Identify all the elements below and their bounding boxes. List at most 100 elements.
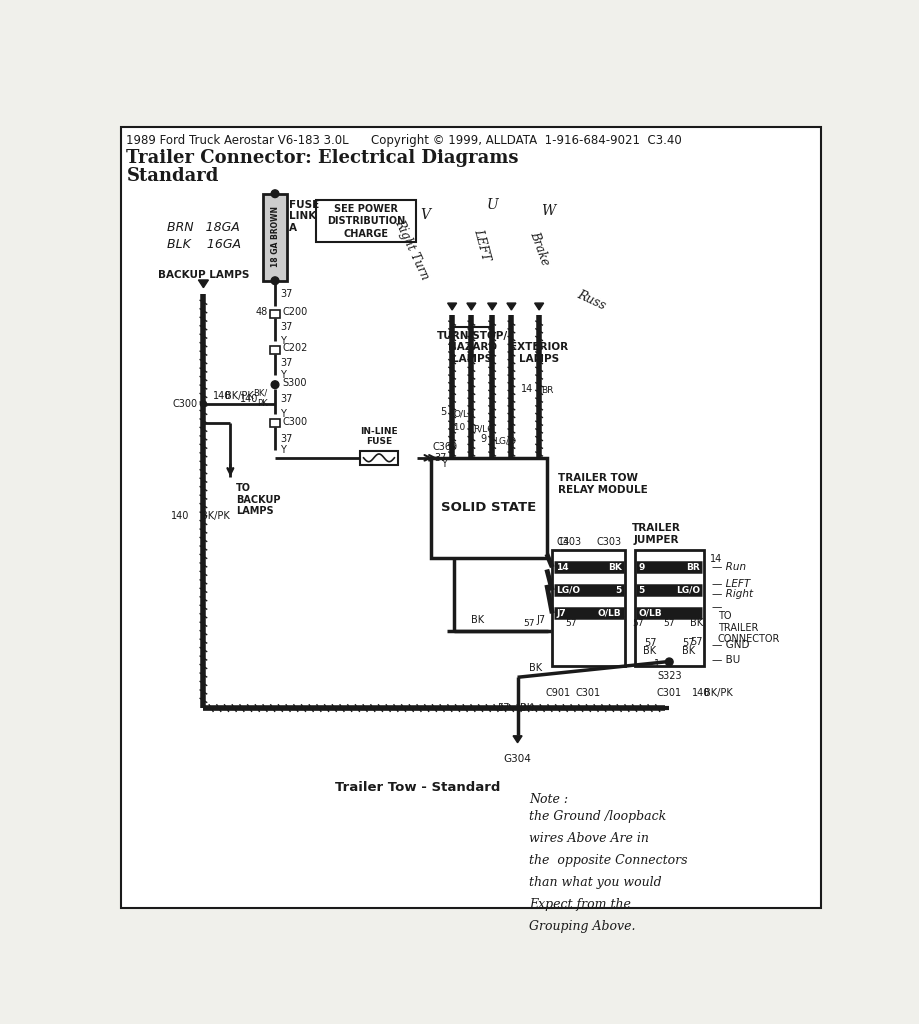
Text: 37: 37 xyxy=(280,322,293,332)
Text: BK: BK xyxy=(471,615,484,625)
Text: SOLID STATE: SOLID STATE xyxy=(441,502,537,514)
Polygon shape xyxy=(467,303,476,310)
Text: TURN/STOP/
HAZARD
LAMPS: TURN/STOP/ HAZARD LAMPS xyxy=(437,331,507,364)
Text: TRAILER
JUMPER: TRAILER JUMPER xyxy=(631,523,681,545)
Text: 57: 57 xyxy=(664,618,675,628)
Text: S300: S300 xyxy=(283,378,307,388)
Text: C200: C200 xyxy=(283,307,308,317)
Text: — LEFT: — LEFT xyxy=(711,580,750,589)
Text: BLK    16GA: BLK 16GA xyxy=(167,238,241,251)
Polygon shape xyxy=(448,303,457,310)
Bar xyxy=(264,194,287,281)
Text: BACKUP LAMPS: BACKUP LAMPS xyxy=(158,270,249,280)
Text: BK/PK: BK/PK xyxy=(704,688,732,697)
Text: BK/PK: BK/PK xyxy=(201,511,230,520)
Text: 140: 140 xyxy=(212,391,231,401)
Text: J7: J7 xyxy=(556,609,566,617)
Text: TO
BACKUP
LAMPS: TO BACKUP LAMPS xyxy=(236,483,280,516)
Text: 14: 14 xyxy=(521,384,533,393)
Text: O/LB: O/LB xyxy=(454,410,475,419)
Text: 810: 810 xyxy=(448,423,465,431)
Polygon shape xyxy=(507,303,516,310)
Text: C303: C303 xyxy=(556,538,581,547)
Text: Note :: Note : xyxy=(529,793,568,806)
Text: 5: 5 xyxy=(439,407,446,417)
Text: C303: C303 xyxy=(596,538,621,547)
Circle shape xyxy=(665,658,673,666)
Text: Russ: Russ xyxy=(575,288,608,312)
Circle shape xyxy=(200,400,207,407)
Bar xyxy=(552,550,625,666)
Text: —: — xyxy=(711,602,722,612)
Circle shape xyxy=(271,276,278,285)
Text: C300: C300 xyxy=(172,399,198,409)
Text: BK: BK xyxy=(689,618,703,628)
Text: 57: 57 xyxy=(632,618,644,628)
Text: TRAILER TOW
RELAY MODULE: TRAILER TOW RELAY MODULE xyxy=(558,473,647,495)
Text: BK: BK xyxy=(643,646,656,655)
Text: BK: BK xyxy=(520,703,533,713)
Text: Y: Y xyxy=(440,459,447,469)
Text: BR: BR xyxy=(540,386,553,395)
Text: 37: 37 xyxy=(280,289,293,299)
Text: Brake: Brake xyxy=(527,229,551,267)
Text: S323: S323 xyxy=(657,671,682,681)
Text: Standard: Standard xyxy=(127,167,219,184)
Text: TO
TRAILER
CONNECTOR: TO TRAILER CONNECTOR xyxy=(718,611,780,644)
Text: 14: 14 xyxy=(710,554,722,564)
Text: SEE POWER
DISTRIBUTION
CHARGE: SEE POWER DISTRIBUTION CHARGE xyxy=(327,204,405,239)
Text: LEFT: LEFT xyxy=(471,227,492,262)
Bar xyxy=(316,200,416,243)
Text: LG/O: LG/O xyxy=(494,436,516,445)
Text: — BU: — BU xyxy=(711,655,740,666)
Text: LG/O: LG/O xyxy=(556,586,580,595)
Text: BK/
PK: BK/ PK xyxy=(253,389,267,409)
Text: C301: C301 xyxy=(576,688,601,697)
Text: C369: C369 xyxy=(433,441,458,452)
Text: Y: Y xyxy=(279,371,286,381)
Bar xyxy=(635,550,704,666)
Text: BK: BK xyxy=(529,664,542,674)
Text: 57: 57 xyxy=(682,638,695,648)
Text: 57: 57 xyxy=(524,618,535,628)
Text: 37: 37 xyxy=(435,453,447,463)
Text: G304: G304 xyxy=(504,755,531,764)
Text: 18 GA BROWN: 18 GA BROWN xyxy=(270,207,279,267)
Text: 57: 57 xyxy=(497,703,510,713)
Text: EXTERIOR
LAMPS: EXTERIOR LAMPS xyxy=(510,342,568,364)
Polygon shape xyxy=(535,303,544,310)
Bar xyxy=(270,420,279,427)
Text: C300: C300 xyxy=(283,417,308,427)
Text: LG/O: LG/O xyxy=(676,586,700,595)
Text: R/LG: R/LG xyxy=(473,425,494,434)
Text: O/LB: O/LB xyxy=(598,609,621,617)
Text: BRN   18GA: BRN 18GA xyxy=(167,221,240,234)
Text: BK: BK xyxy=(607,562,621,571)
Text: W: W xyxy=(541,205,555,218)
Text: 14: 14 xyxy=(556,562,569,571)
Text: — GND: — GND xyxy=(711,640,749,650)
Text: 14: 14 xyxy=(559,538,571,547)
Text: 1989 Ford Truck Aerostar V6-183 3.0L: 1989 Ford Truck Aerostar V6-183 3.0L xyxy=(127,134,349,146)
Text: V: V xyxy=(420,208,430,222)
Text: 37: 37 xyxy=(280,358,293,368)
Text: 140: 140 xyxy=(692,688,710,697)
Text: 57: 57 xyxy=(566,618,577,628)
Text: Trailer Connector: Electrical Diagrams: Trailer Connector: Electrical Diagrams xyxy=(127,150,519,167)
Text: O/LB: O/LB xyxy=(639,609,662,617)
Text: — Right: — Right xyxy=(711,589,753,599)
Text: — Run: — Run xyxy=(711,562,745,572)
Text: C202: C202 xyxy=(283,343,308,353)
Text: BK: BK xyxy=(682,646,695,655)
Text: IN-LINE
FUSE: IN-LINE FUSE xyxy=(360,427,398,446)
Text: 37: 37 xyxy=(280,433,293,443)
Polygon shape xyxy=(513,736,522,742)
Text: 37: 37 xyxy=(280,393,293,403)
Text: Y: Y xyxy=(279,445,286,455)
Text: Right Turn: Right Turn xyxy=(392,218,432,283)
Text: BK/PK: BK/PK xyxy=(225,391,254,401)
Text: U: U xyxy=(487,199,499,212)
Polygon shape xyxy=(488,303,496,310)
Text: Y: Y xyxy=(279,409,286,419)
Text: Y: Y xyxy=(279,336,286,346)
